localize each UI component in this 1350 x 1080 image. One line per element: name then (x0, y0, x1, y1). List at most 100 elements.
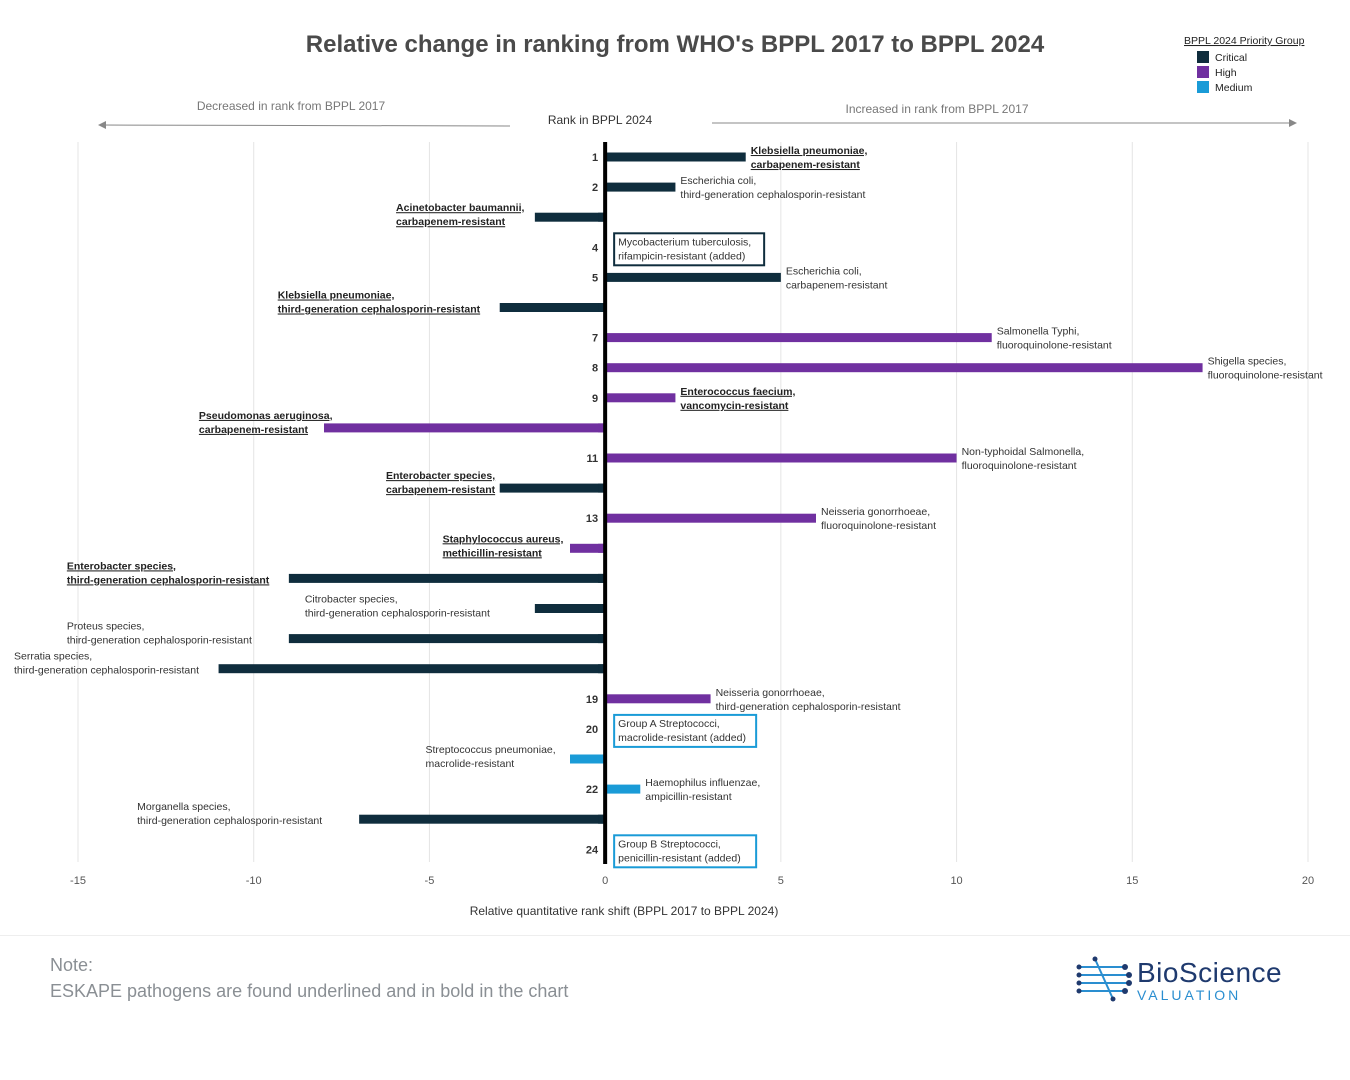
rank-label: 24 (586, 844, 599, 856)
bar-label-line1: Enterobacter species, (67, 560, 176, 572)
chart-title: Relative change in ranking from WHO's BP… (306, 31, 1045, 58)
bar-10 (324, 423, 606, 433)
x-tick-label: 20 (1302, 875, 1314, 887)
bar-label-line2: carbapenem-resistant (786, 279, 888, 291)
bar-label-line2: penicillin-resistant (added) (618, 852, 741, 864)
bar-label-line1: Proteus species, (67, 621, 145, 633)
brand-tagline: VALUATION (1137, 987, 1242, 1003)
x-tick-label: 10 (950, 875, 962, 887)
bar-label-line1: Citrobacter species, (305, 594, 398, 606)
bar-label-line1: Enterobacter species, (386, 470, 495, 482)
right-direction-label: Increased in rank from BPPL 2017 (846, 102, 1029, 116)
legend-label-high: High (1215, 67, 1237, 79)
bar-label-line2: macrolide-resistant (426, 758, 515, 770)
rank-label: 19 (586, 694, 598, 706)
added-box-24 (613, 834, 758, 869)
x-tick-label: 15 (1126, 875, 1138, 887)
legend-swatch-high (1197, 66, 1209, 78)
bar-18 (218, 664, 606, 674)
bar-6 (499, 303, 606, 312)
bar-stub-23 (598, 814, 606, 824)
bar-15 (288, 573, 606, 583)
brand-network-icon (1076, 956, 1132, 1002)
bar-label-line1: Streptococcus pneumoniae, (426, 744, 556, 756)
rank-label: 7 (592, 333, 598, 345)
rank-label: 1 (592, 152, 598, 164)
bar-label-line1: Escherichia coli, (680, 175, 756, 187)
rank-label: 22 (586, 784, 598, 796)
brand-logo: BioScience VALUATION (1075, 955, 1315, 1005)
bar-stub-12 (598, 483, 606, 493)
x-tick-label: 0 (602, 875, 608, 887)
x-axis-title: Relative quantitative rank shift (BPPL 2… (470, 904, 779, 918)
bar-8 (605, 363, 1203, 373)
bar-label-line1: Group A Streptococci, (618, 718, 720, 730)
rank-label: 11 (587, 453, 599, 465)
y-axis-title: Rank in BPPL 2024 (548, 113, 653, 127)
rank-label: 20 (586, 724, 598, 736)
bar-label-line2: macrolide-resistant (added) (618, 732, 746, 744)
bar-3 (534, 212, 606, 222)
bar-label-line1: Pseudomonas aeruginosa, (199, 410, 333, 422)
bar-stub-18 (598, 664, 606, 674)
bar-label-line2: third-generation cephalosporin-resistant (137, 815, 322, 827)
bar-label-line1: Acinetobacter baumannii, (396, 202, 524, 214)
brand-name: BioScience (1137, 957, 1283, 988)
bar-label-line1: Klebsiella pneumoniae, (278, 290, 395, 302)
bar-2 (605, 182, 676, 192)
bar-label-line1: Staphylococcus aureus, (443, 533, 564, 545)
bar-22 (605, 784, 641, 794)
bar-label-line2: carbapenem-resistant (396, 216, 506, 228)
bar-label-line2: third-generation cephalosporin-resistant (305, 608, 490, 620)
bar-label-line1: Haemophilus influenzae, (645, 777, 760, 789)
left-direction-label: Decreased in rank from BPPL 2017 (197, 99, 386, 113)
rank-label: 13 (586, 513, 598, 525)
x-tick-label: -15 (70, 875, 86, 887)
x-tick-label: -10 (246, 875, 262, 887)
bar-11 (605, 453, 957, 463)
bar-label-line1: Non-typhoidal Salmonella, (962, 446, 1085, 458)
bar-16 (534, 604, 606, 613)
note-heading: Note: (50, 955, 94, 975)
bar-label-line1: Neisseria gonorrhoeae, (716, 687, 825, 699)
bar-stub-10 (598, 423, 606, 433)
legend-swatch-medium (1197, 81, 1209, 93)
bar-label-line1: Morganella species, (137, 801, 230, 813)
rank-label: 5 (592, 272, 598, 284)
bar-label-line2: third-generation cephalosporin-resistant (67, 574, 270, 586)
added-box-20 (613, 713, 758, 748)
rank-label: 8 (592, 363, 598, 375)
bar-label-line2: fluoroquinolone-resistant (1208, 370, 1323, 382)
bar-label-line2: vancomycin-resistant (680, 400, 788, 412)
bar-label-line2: fluoroquinolone-resistant (997, 340, 1112, 352)
bar-label-line1: Mycobacterium tuberculosis, (618, 236, 751, 248)
right-arrow-head (1289, 119, 1297, 127)
bar-17 (288, 634, 606, 644)
x-tick-label: -5 (425, 875, 435, 887)
bar-label-line2: rifampicin-resistant (added) (618, 250, 745, 262)
legend-label-medium: Medium (1215, 82, 1253, 94)
bar-1 (605, 152, 746, 162)
bar-23 (359, 814, 606, 824)
bar-stub-17 (598, 634, 606, 644)
bar-7 (605, 333, 992, 343)
bar-label-line2: carbapenem-resistant (751, 159, 861, 171)
footer-divider (0, 935, 1350, 936)
rank-label: 9 (592, 393, 598, 405)
bar-12 (499, 483, 606, 493)
bar-9 (605, 393, 676, 403)
legend-title: BPPL 2024 Priority Group (1184, 35, 1305, 47)
bar-label-line1: Escherichia coli, (786, 265, 862, 277)
bar-label-line1: Salmonella Typhi, (997, 326, 1080, 338)
bar-label-line2: carbapenem-resistant (199, 424, 309, 436)
rank-label: 2 (592, 182, 598, 194)
bar-label-line2: carbapenem-resistant (386, 484, 496, 496)
bar-stub-6 (598, 303, 606, 312)
bar-label-line2: fluoroquinolone-resistant (962, 460, 1077, 472)
bar-label-line2: ampicillin-resistant (645, 791, 731, 803)
bar-label-line2: third-generation cephalosporin-resistant (716, 701, 901, 713)
bar-label-line2: fluoroquinolone-resistant (821, 520, 936, 532)
bar-label-line1: Shigella species, (1208, 356, 1287, 368)
bar-label-line1: Group B Streptococci, (618, 838, 721, 850)
bar-stub-21 (598, 754, 606, 764)
